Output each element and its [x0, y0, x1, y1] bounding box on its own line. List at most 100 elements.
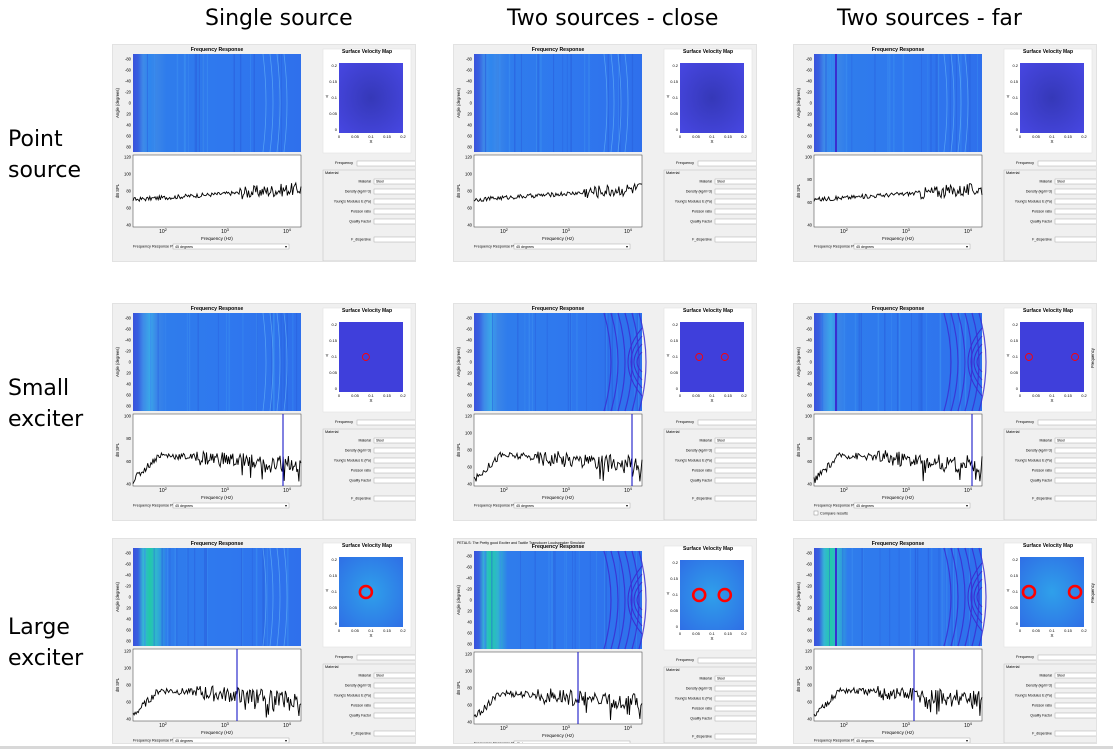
material-field-input[interactable]: [714, 457, 757, 464]
f-dispersive-input[interactable]: [1054, 495, 1097, 502]
material-field-input[interactable]: [1054, 467, 1097, 474]
response-plot-dropdown[interactable]: [853, 502, 971, 509]
material-field-input[interactable]: [714, 685, 757, 692]
material-field-input[interactable]: [1054, 447, 1097, 454]
response-plot-dropdown[interactable]: [172, 737, 290, 743]
material-field-label: Material: [359, 673, 372, 677]
material-field-input[interactable]: [714, 447, 757, 454]
material-field-input[interactable]: [714, 467, 757, 474]
material-field-input[interactable]: [373, 682, 416, 689]
frequency-input[interactable]: [697, 657, 757, 664]
response-plot-dropdown[interactable]: [513, 740, 631, 744]
material-field-input[interactable]: [714, 208, 757, 215]
material-field-input[interactable]: [373, 447, 416, 454]
material-field-input[interactable]: [714, 705, 757, 712]
frequency-input[interactable]: [1037, 160, 1097, 167]
response-plot-value: 45 degrees: [175, 739, 193, 743]
frequency-input[interactable]: [1037, 654, 1097, 661]
response-plot-dropdown[interactable]: [513, 502, 631, 509]
response-plot-dropdown[interactable]: [513, 243, 631, 250]
frequency-input[interactable]: [697, 419, 757, 426]
row-label-line: source: [8, 158, 82, 183]
x-tick-label: 0.2: [741, 631, 747, 636]
material-field-input[interactable]: [714, 695, 757, 702]
exciter-ring[interactable]: [358, 584, 374, 600]
frequency-input[interactable]: [697, 160, 757, 167]
f-dispersive-input[interactable]: [373, 730, 416, 737]
exciter-ring[interactable]: [1067, 584, 1083, 600]
material-select[interactable]: [373, 672, 416, 679]
material-field-input[interactable]: [1054, 477, 1097, 484]
material-field-input[interactable]: [1054, 198, 1097, 205]
material-field-input[interactable]: [1054, 218, 1097, 225]
material-field-input[interactable]: [373, 702, 416, 709]
exciter-ring[interactable]: [720, 353, 729, 361]
material-field-input[interactable]: [373, 457, 416, 464]
x-axis-label: X: [1050, 139, 1053, 144]
material-select[interactable]: [373, 437, 416, 444]
compare-results-checkbox[interactable]: [813, 510, 819, 516]
f-dispersive-input[interactable]: [714, 236, 757, 243]
material-field-input[interactable]: [714, 477, 757, 484]
f-dispersive-input[interactable]: [714, 733, 757, 740]
frequency-input[interactable]: [356, 419, 416, 426]
frequency-input[interactable]: [356, 654, 416, 661]
material-field-input[interactable]: [714, 188, 757, 195]
exciter-ring[interactable]: [1071, 353, 1079, 361]
x-tick-label: 0.15: [1064, 628, 1073, 633]
spl-axis-label: dB SPL: [456, 442, 461, 457]
material-field-input[interactable]: [1054, 188, 1097, 195]
material-field-label: Material: [359, 179, 372, 183]
exciter-ring[interactable]: [695, 353, 704, 361]
material-field-input[interactable]: [1054, 702, 1097, 709]
material-select[interactable]: [1054, 672, 1097, 679]
material-field-input[interactable]: [373, 467, 416, 474]
material-select[interactable]: [373, 178, 416, 185]
spl-axis-label: dB SPL: [115, 677, 120, 692]
material-select[interactable]: [714, 178, 757, 185]
material-field-input[interactable]: [1054, 208, 1097, 215]
interference-arc: [610, 312, 619, 412]
material-select[interactable]: [1054, 178, 1097, 185]
response-plot-dropdown[interactable]: [853, 737, 971, 743]
frequency-input[interactable]: [1037, 419, 1097, 426]
f-dispersive-input[interactable]: [373, 495, 416, 502]
f-dispersive-input[interactable]: [714, 495, 757, 502]
directivity-heatmap: [133, 548, 301, 646]
material-field-input[interactable]: [373, 208, 416, 215]
response-plot-dropdown[interactable]: [172, 243, 290, 250]
spl-tick-label: 100: [124, 172, 132, 177]
material-field-input[interactable]: [1054, 682, 1097, 689]
material-field-input[interactable]: [373, 218, 416, 225]
f-dispersive-input[interactable]: [1054, 236, 1097, 243]
exciter-ring[interactable]: [717, 587, 733, 603]
row-label-line: exciter: [8, 646, 84, 671]
material-field-input[interactable]: [1054, 692, 1097, 699]
material-field-input[interactable]: [714, 198, 757, 205]
interference-arc: [976, 586, 983, 608]
response-plot-dropdown[interactable]: [172, 502, 290, 509]
material-field-input[interactable]: [714, 715, 757, 722]
material-field-input[interactable]: [714, 218, 757, 225]
material-field-input[interactable]: [373, 692, 416, 699]
compare-results-label: Compare results: [820, 512, 848, 516]
angle-tick-label: -60: [125, 327, 132, 332]
material-field-input[interactable]: [1054, 457, 1097, 464]
material-field-input[interactable]: [373, 712, 416, 719]
material-field-input[interactable]: [373, 477, 416, 484]
f-dispersive-input[interactable]: [1054, 730, 1097, 737]
material-select[interactable]: [714, 437, 757, 444]
interference-arc: [971, 547, 980, 647]
material-select[interactable]: [1054, 437, 1097, 444]
material-select[interactable]: [714, 675, 757, 682]
f-dispersive-input[interactable]: [373, 236, 416, 243]
frequency-input[interactable]: [356, 160, 416, 167]
material-field-input[interactable]: [1054, 712, 1097, 719]
exciter-ring[interactable]: [1025, 353, 1033, 361]
material-field-input[interactable]: [373, 188, 416, 195]
exciter-ring[interactable]: [691, 587, 707, 603]
response-plot-dropdown[interactable]: [853, 243, 971, 250]
material-field-input[interactable]: [373, 198, 416, 205]
exciter-ring[interactable]: [361, 353, 370, 361]
exciter-ring[interactable]: [1021, 584, 1037, 600]
